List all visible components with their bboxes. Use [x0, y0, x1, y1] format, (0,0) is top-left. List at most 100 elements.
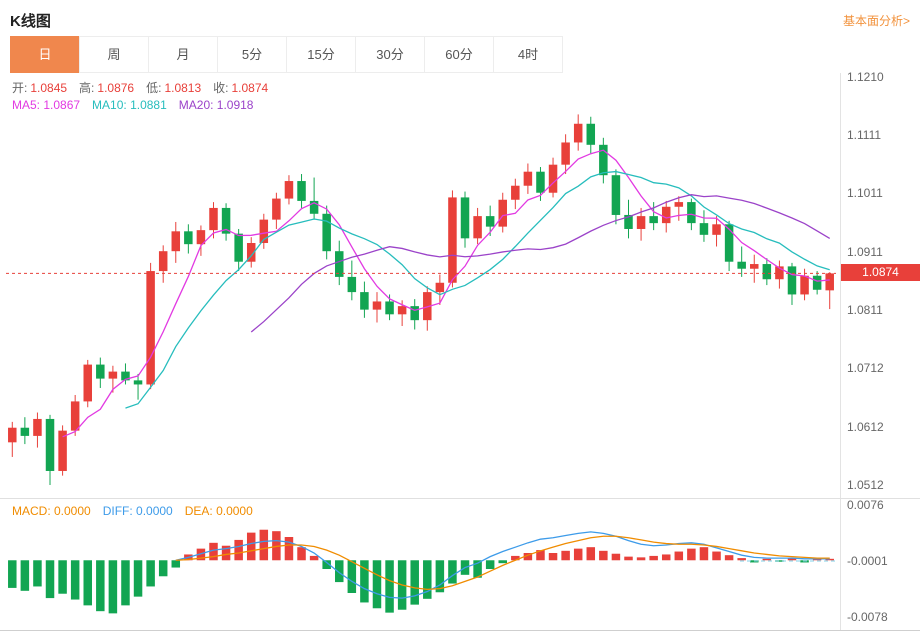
ma5-line [62, 149, 830, 438]
candle-body [158, 251, 168, 272]
candle-body [460, 197, 470, 239]
macd-histogram-bar [221, 545, 231, 561]
macd-histogram-bar [661, 554, 671, 561]
period-tab-7[interactable]: 60分 [424, 36, 494, 73]
candle-body [825, 273, 834, 291]
macd-histogram-bar [523, 553, 533, 561]
macd-histogram-bar [825, 558, 834, 561]
macd-histogram-bar [196, 548, 206, 561]
candle-body [448, 197, 457, 283]
candle-body [184, 231, 193, 245]
macd-histogram-bar [259, 529, 269, 561]
candle-body [259, 219, 269, 244]
macd-histogram-bar [573, 548, 583, 561]
period-tab-6[interactable]: 30分 [355, 36, 425, 73]
kline-chart-canvas[interactable] [0, 73, 840, 499]
macd-histogram-bar [435, 560, 445, 593]
candle-body [309, 200, 319, 214]
macd-histogram-bar [586, 547, 596, 561]
candle-body [322, 213, 331, 252]
macd-histogram-bar [209, 542, 218, 561]
macd-histogram-bar [724, 555, 734, 561]
candle-body [133, 380, 143, 385]
macd-histogram-bar [649, 555, 658, 561]
candle-body [360, 292, 369, 310]
macd-histogram-bar [83, 560, 92, 606]
period-tab-2[interactable]: 周 [79, 36, 149, 73]
period-tab-4[interactable]: 5分 [217, 36, 287, 73]
candle-body [661, 206, 671, 224]
header: K线图 基本面分析> [0, 0, 920, 36]
candle-body [347, 276, 357, 293]
candle-body [762, 264, 772, 280]
candle-body [423, 292, 432, 321]
open-label: 开: [12, 81, 28, 95]
candle-body [473, 216, 482, 239]
macd-histogram-bar [561, 550, 570, 561]
candle-body [410, 306, 419, 321]
dea-line [175, 535, 830, 591]
low-value: 1.0813 [164, 81, 202, 95]
macd-histogram-bar [636, 557, 646, 561]
macd-histogram-bar [171, 560, 181, 568]
macd-value: MACD: 0.0000 [12, 504, 91, 518]
macd-histogram-bar [423, 560, 432, 599]
macd-histogram-bar [146, 560, 155, 587]
candle-body [234, 233, 243, 262]
macd-histogram-bar [410, 560, 419, 605]
macd-histogram-bar [787, 558, 797, 561]
candle-body [536, 171, 545, 193]
candle-body [146, 271, 155, 385]
main-chart-panel: 开: 1.0845 高: 1.0876 低: 1.0813 收: 1.0874 MA5:… [0, 70, 920, 499]
macd-histogram-bar [674, 551, 684, 561]
low-label: 低: [146, 81, 162, 95]
fundamental-analysis-link[interactable]: 基本面分析> [842, 13, 910, 28]
macd-histogram-bar [687, 548, 696, 561]
candle-body [498, 199, 507, 227]
candle-body [586, 123, 596, 145]
candle-body [284, 181, 294, 199]
macd-axis: 0.0076 -0.0001 -0.0078 [840, 498, 920, 630]
candle-body [511, 185, 520, 200]
candle-body [335, 251, 344, 277]
candle-body [687, 202, 696, 224]
macd-histogram-bar [511, 555, 520, 561]
macd-histogram-bar [360, 560, 369, 603]
candle-body [485, 216, 495, 227]
candle-body [561, 142, 570, 165]
candle-body [674, 202, 684, 207]
candle-body [548, 164, 558, 193]
macd-chart-canvas[interactable] [0, 499, 840, 631]
candle-body [83, 364, 92, 402]
macd-histogram-bar [737, 558, 746, 561]
macd-histogram-bar [762, 558, 772, 561]
macd-histogram-bar [272, 531, 281, 561]
macd-histogram-bar [284, 537, 294, 561]
period-tab-1[interactable]: 日 [10, 36, 80, 73]
macd-panel: MACD: 0.0000 DIFF: 0.0000 DEA: 0.0000 0.… [0, 498, 920, 631]
candle-body [372, 301, 382, 310]
candle-body [246, 243, 256, 262]
ohlc-legend: 开: 1.0845 高: 1.0876 低: 1.0813 收: 1.0874 [12, 79, 268, 96]
candle-body [712, 224, 721, 235]
candle-body [397, 306, 407, 315]
price-axis-label: 1.0712 [847, 361, 884, 376]
page-title: K线图 [10, 12, 51, 30]
macd-histogram-bar [548, 553, 558, 561]
macd-histogram-bar [473, 560, 482, 578]
candle-body [649, 216, 658, 224]
macd-legend: MACD: 0.0000 DIFF: 0.0000 DEA: 0.0000 [12, 504, 253, 518]
candle-body [435, 282, 445, 293]
period-tab-8[interactable]: 4时 [493, 36, 563, 73]
macd-axis-label: -0.0078 [847, 610, 888, 624]
macd-histogram-bar [775, 560, 784, 562]
candle-body [70, 401, 80, 431]
period-tab-5[interactable]: 15分 [286, 36, 356, 73]
candle-body [209, 207, 218, 231]
period-tabs: 日周月 5分 15分 30分 60分 4时 [10, 36, 920, 73]
period-tab-3[interactable]: 月 [148, 36, 218, 73]
macd-histogram-bar [20, 560, 30, 591]
macd-histogram-bar [498, 560, 507, 564]
ohlc-close: 收: 1.0874 [213, 79, 268, 96]
